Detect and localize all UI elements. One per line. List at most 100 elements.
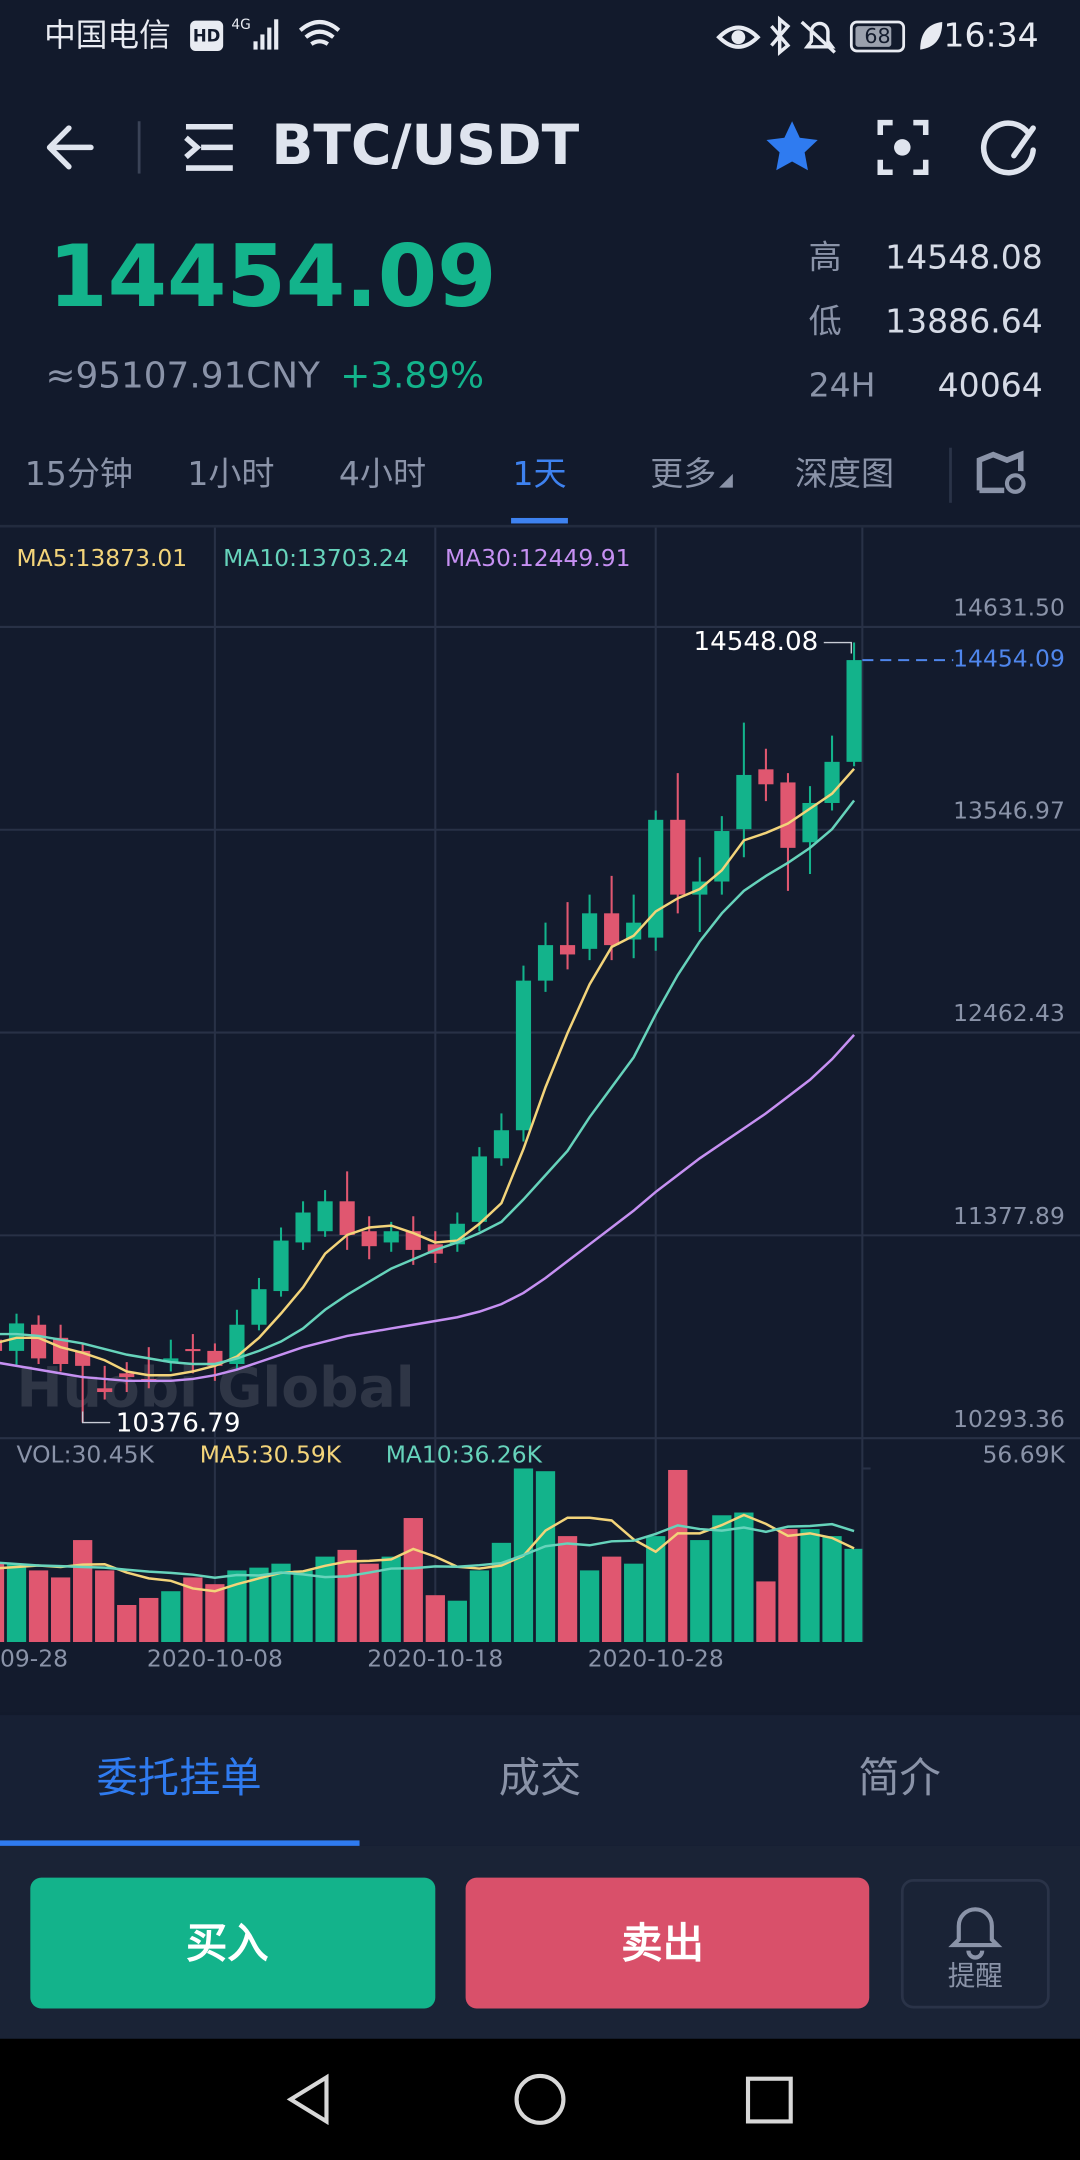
candle-body	[824, 761, 840, 803]
chart-settings-icon[interactable]	[976, 450, 1024, 494]
dropdown-arrow	[719, 473, 733, 488]
stat-label: 低	[809, 302, 842, 341]
candle-body	[251, 1289, 267, 1325]
bottom-tab[interactable]: 成交	[499, 1754, 582, 1802]
volume-bar	[425, 1595, 445, 1643]
interval-tab[interactable]: 1小时	[187, 454, 274, 493]
nav-bar	[0, 2038, 1080, 2160]
bottom-tab[interactable]: 委托挂单	[96, 1754, 261, 1802]
high-label: 14548.08	[693, 627, 818, 657]
volume-bar	[95, 1570, 115, 1643]
candle-body	[846, 660, 862, 762]
volume-bar	[28, 1570, 49, 1643]
candle-body	[515, 980, 532, 1131]
stat-value: 14548.08	[885, 237, 1043, 276]
volume-bar	[756, 1581, 776, 1643]
candle-body	[97, 1388, 113, 1393]
volume-bar	[557, 1536, 578, 1643]
sell-button[interactable]	[465, 1877, 870, 2009]
stat-label: 24H	[809, 366, 876, 405]
low-pointer	[81, 1411, 111, 1424]
mute-icon	[800, 20, 836, 54]
candle-body	[670, 819, 686, 895]
ma-line	[0, 799, 856, 1366]
interval-tab[interactable]: 4小时	[339, 454, 426, 493]
volume-bar	[778, 1529, 798, 1643]
scan-button[interactable]	[877, 119, 929, 175]
candle-body	[30, 1324, 47, 1359]
ma-legend: MA10:13703.24	[223, 544, 409, 572]
volume-bar	[734, 1512, 754, 1643]
interval-tabs: 15分钟 1小时 4小时 1天 更多 深度图	[25, 447, 1026, 524]
leaf-icon	[920, 22, 943, 50]
x-tick-label: 2020-10-08	[147, 1644, 283, 1672]
interval-tab[interactable]: 1天	[512, 454, 566, 493]
grid: 14631.50 13546.97 12462.43 11377.89 10293.36…	[0, 527, 1080, 1672]
volume-bar	[403, 1518, 423, 1643]
bottom-tab[interactable]: 简介	[858, 1754, 941, 1802]
interval-tab[interactable]: 15分钟	[25, 454, 133, 493]
volume-bar	[844, 1548, 863, 1643]
volume-legend: MA10:36.26K	[386, 1441, 543, 1469]
volume-bar	[601, 1556, 622, 1643]
candle-body	[604, 913, 620, 946]
signal-icon	[253, 19, 279, 50]
volume-bar	[227, 1570, 247, 1643]
bottom-tabs-bar	[0, 1715, 1080, 1846]
candle-body	[758, 769, 774, 785]
volume-bar	[161, 1591, 181, 1643]
candle-body	[119, 1373, 135, 1378]
hd-badge	[190, 20, 224, 51]
volume-bar	[690, 1540, 710, 1643]
volume-bar	[491, 1542, 512, 1643]
y-tick-label: 12462.43	[953, 999, 1065, 1027]
alert-button[interactable]	[900, 1878, 1050, 2009]
volume-bar	[183, 1577, 203, 1643]
candle-body	[295, 1212, 311, 1243]
candle-body	[537, 945, 554, 981]
network-type: 4G	[231, 17, 250, 33]
volume-bar	[6, 1563, 27, 1643]
volume-bar	[646, 1536, 666, 1643]
hd-text: HD	[193, 27, 221, 46]
battery-text: 68	[864, 24, 890, 48]
volume-bar	[624, 1563, 644, 1643]
volume-tick-label: 56.69K	[982, 1441, 1065, 1469]
volume-bar	[712, 1515, 732, 1643]
x-tick-label: 2020-10-28	[588, 1644, 724, 1672]
candle-body	[802, 802, 818, 843]
y-tick-label: 14631.50	[953, 594, 1065, 622]
volume-legend: MA5:30.59K	[200, 1441, 342, 1469]
bell-icon	[948, 1907, 1003, 1960]
refresh-button[interactable]	[980, 120, 1036, 176]
nav-home[interactable]	[514, 2073, 566, 2125]
bottom-tab-indicator	[0, 1840, 360, 1846]
back-button[interactable]	[46, 125, 94, 170]
nav-back[interactable]	[286, 2073, 329, 2126]
nav-recent[interactable]	[745, 2076, 793, 2124]
stat-label: 高	[809, 237, 842, 276]
candle-body	[582, 913, 598, 949]
menu-button[interactable]	[184, 123, 233, 171]
buy-button[interactable]	[30, 1877, 436, 2009]
y-tick-label: 11377.89	[953, 1202, 1065, 1230]
bluetooth-icon	[770, 15, 791, 57]
candle-body	[626, 922, 642, 940]
sell-label: 卖出	[621, 1919, 704, 1967]
volume-bar	[535, 1471, 556, 1643]
volume-bar	[359, 1563, 379, 1643]
interval-tab[interactable]: 深度图	[795, 454, 894, 493]
price-change: +3.89%	[340, 355, 484, 396]
volume-bar	[205, 1584, 225, 1643]
volume-bar	[117, 1604, 137, 1643]
battery-outline	[849, 20, 906, 53]
chart-settings-gear	[1004, 473, 1026, 494]
overlay: MA5:13873.01 MA10:13703.24 MA30:12449.91 VO…	[17, 544, 1065, 1469]
volume-bar	[668, 1469, 688, 1643]
favorite-star[interactable]	[766, 121, 818, 171]
interval-tab[interactable]: 更多	[650, 454, 716, 493]
candle-body	[714, 831, 730, 882]
buy-label: 买入	[186, 1919, 269, 1967]
candle-body	[559, 945, 576, 955]
